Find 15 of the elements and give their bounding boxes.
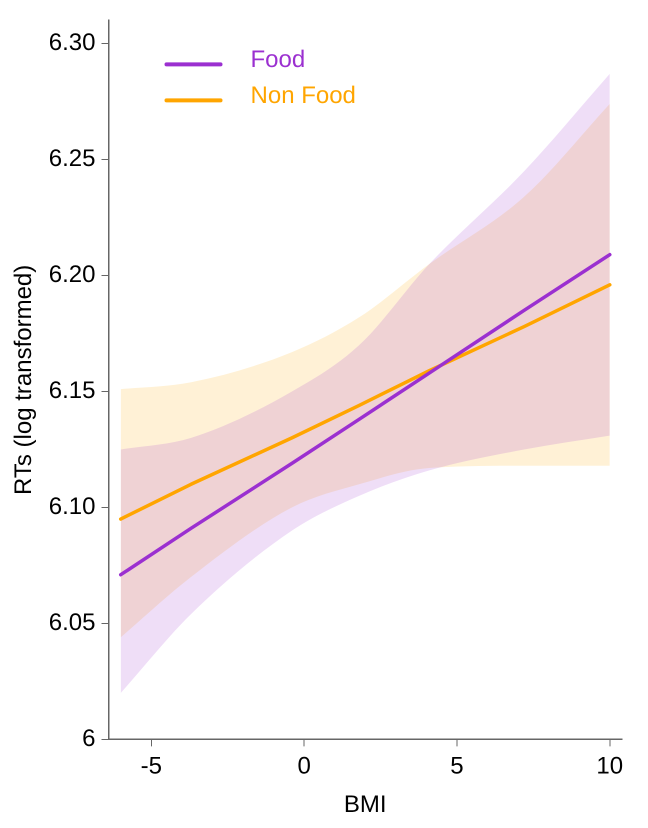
y-tick-label: 6.30 xyxy=(48,29,96,56)
y-tick-label: 6.10 xyxy=(48,493,96,520)
legend-label: Food xyxy=(250,46,306,74)
x-axis-title: BMI xyxy=(344,791,387,818)
y-tick-label: 6.05 xyxy=(48,609,96,636)
y-tick-label: 6.25 xyxy=(48,145,96,172)
legend-label: Non Food xyxy=(250,82,356,110)
x-tick-label: 0 xyxy=(297,752,311,780)
y-tick-label: 6.15 xyxy=(48,377,96,404)
y-axis-title: RTs (log transformed) xyxy=(10,264,38,496)
x-tick-label: 5 xyxy=(450,752,464,780)
y-tick-label: 6 xyxy=(82,725,96,752)
x-tick-label: 10 xyxy=(596,752,624,780)
y-tick-label: 6.20 xyxy=(48,261,96,288)
x-tick-label: -5 xyxy=(140,752,162,780)
